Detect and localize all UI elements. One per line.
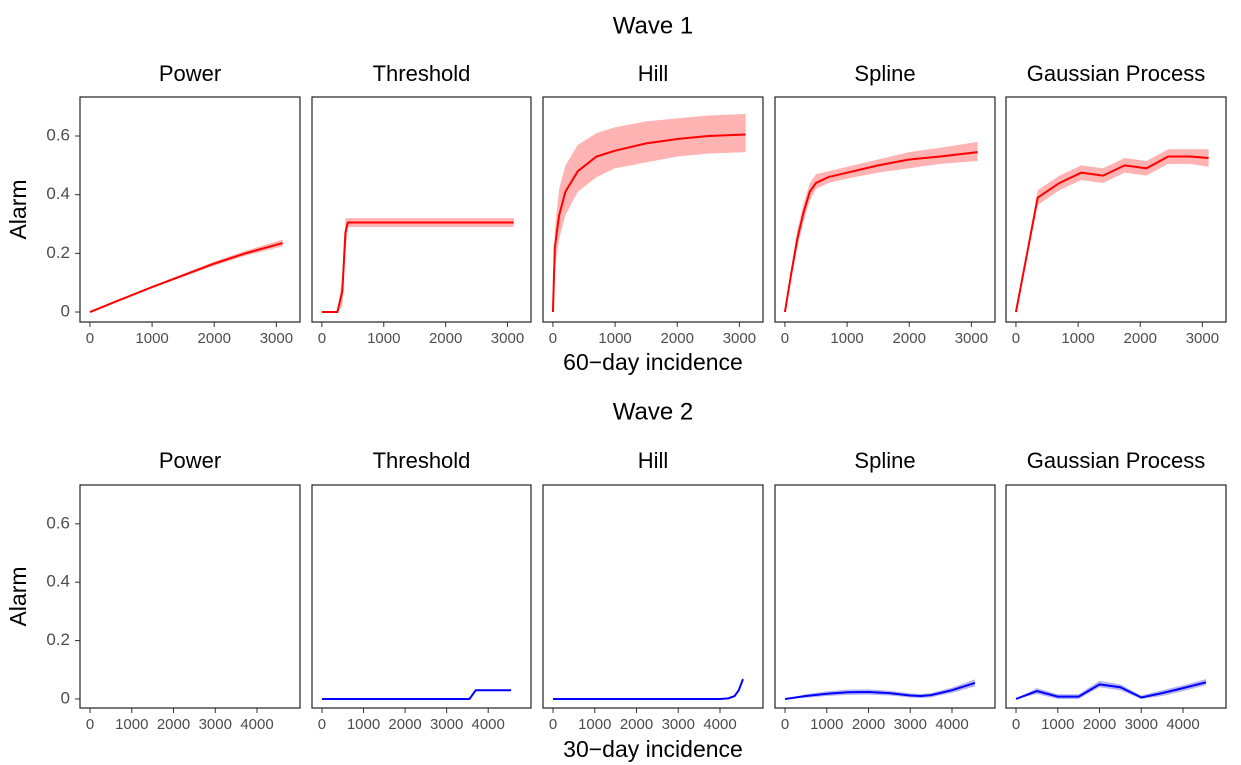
panel-frame [311, 484, 532, 709]
x-tick-label: 1000 [135, 330, 168, 347]
x-tick-label: 1000 [367, 330, 400, 347]
line [321, 221, 514, 314]
x-tick-label: 4000 [472, 716, 505, 733]
y-tick-label: 0 [61, 302, 70, 321]
line [321, 689, 512, 700]
x-tick-label: 4000 [240, 716, 273, 733]
x-tick-label: 2000 [661, 330, 694, 347]
panel-title: Spline [854, 448, 915, 473]
panel-title: Gaussian Process [1027, 61, 1206, 86]
line [1015, 681, 1207, 700]
x-tick-label: 2000 [893, 330, 926, 347]
y-tick-label: 0.6 [46, 126, 70, 145]
x-tick-label: 0 [549, 330, 557, 347]
panel-frame [542, 96, 764, 323]
x-tick-label: 1000 [578, 716, 611, 733]
x-tick-label: 0 [318, 716, 326, 733]
y-axis-label: Alarm [5, 179, 31, 239]
x-tick-label: 2000 [388, 716, 421, 733]
panel-title: Power [159, 61, 221, 86]
x-tick-label: 1000 [598, 330, 631, 347]
x-tick-label: 3000 [199, 716, 232, 733]
line [553, 678, 744, 700]
y-tick-label: 0 [61, 688, 70, 707]
confidence-band [321, 218, 514, 313]
facet-group-title: Wave 2 [613, 398, 693, 425]
x-tick-label: 3000 [491, 330, 524, 347]
x-tick-label: 1000 [1061, 330, 1094, 347]
x-tick-label: 3000 [955, 330, 988, 347]
line [1014, 155, 1209, 313]
y-axis-label: Alarm [5, 566, 31, 626]
x-tick-label: 0 [1012, 716, 1020, 733]
x-tick-label: 2000 [1083, 716, 1116, 733]
x-tick-label: 1000 [347, 716, 380, 733]
x-tick-label: 4000 [1166, 716, 1199, 733]
x-tick-label: 1000 [830, 330, 863, 347]
line [89, 242, 283, 313]
panel-frame [79, 96, 301, 323]
x-tick-label: 3000 [894, 716, 927, 733]
x-tick-label: 2000 [198, 330, 231, 347]
x-tick-label: 0 [86, 330, 94, 347]
x-tick-label: 3000 [723, 330, 756, 347]
x-tick-label: 3000 [662, 716, 695, 733]
y-tick-label: 0.6 [46, 513, 70, 532]
x-tick-label: 0 [781, 716, 789, 733]
confidence-band [784, 141, 978, 313]
panel-frame [1005, 484, 1227, 709]
x-tick-label: 0 [1012, 330, 1020, 347]
panel-frame [1005, 96, 1227, 323]
confidence-band [553, 677, 743, 699]
facet-group-title: Wave 1 [613, 12, 693, 39]
panel-frame [542, 484, 764, 709]
x-tick-label: 3000 [1186, 330, 1219, 347]
x-tick-label: 3000 [430, 716, 463, 733]
x-tick-label: 0 [781, 330, 789, 347]
panel-title: Spline [854, 61, 915, 86]
panel-title: Power [159, 448, 221, 473]
y-tick-label: 0.4 [46, 572, 70, 591]
x-tick-label: 0 [318, 330, 326, 347]
panel-title: Gaussian Process [1027, 448, 1206, 473]
y-tick-label: 0.4 [46, 184, 70, 203]
panel-frame [79, 484, 301, 709]
line [784, 681, 976, 700]
line [783, 151, 978, 313]
x-tick-label: 1000 [1041, 716, 1074, 733]
x-tick-label: 2000 [852, 716, 885, 733]
x-tick-label: 3000 [260, 330, 293, 347]
confidence-band [1015, 149, 1209, 313]
x-tick-label: 1000 [810, 716, 843, 733]
x-tick-label: 2000 [1124, 330, 1157, 347]
x-tick-label: 2000 [429, 330, 462, 347]
y-tick-label: 0.2 [46, 243, 70, 262]
panel-title: Hill [638, 448, 669, 473]
x-tick-label: 2000 [157, 716, 190, 733]
x-tick-label: 3000 [1125, 716, 1158, 733]
x-tick-label: 0 [549, 716, 557, 733]
x-axis-label: 30−day incidence [563, 736, 743, 762]
panel-title: Hill [638, 61, 669, 86]
x-tick-label: 4000 [703, 716, 736, 733]
line [551, 133, 746, 313]
panel-frame [774, 484, 996, 709]
confidence-band [552, 114, 746, 313]
x-tick-label: 1000 [115, 716, 148, 733]
panel-title: Threshold [373, 448, 471, 473]
x-tick-label: 0 [86, 716, 94, 733]
x-tick-label: 2000 [620, 716, 653, 733]
x-axis-label: 60−day incidence [563, 349, 743, 375]
panel-title: Threshold [373, 61, 471, 86]
panel-frame [774, 96, 996, 323]
y-tick-label: 0.2 [46, 630, 70, 649]
panel-frame [311, 96, 532, 323]
x-tick-label: 4000 [935, 716, 968, 733]
